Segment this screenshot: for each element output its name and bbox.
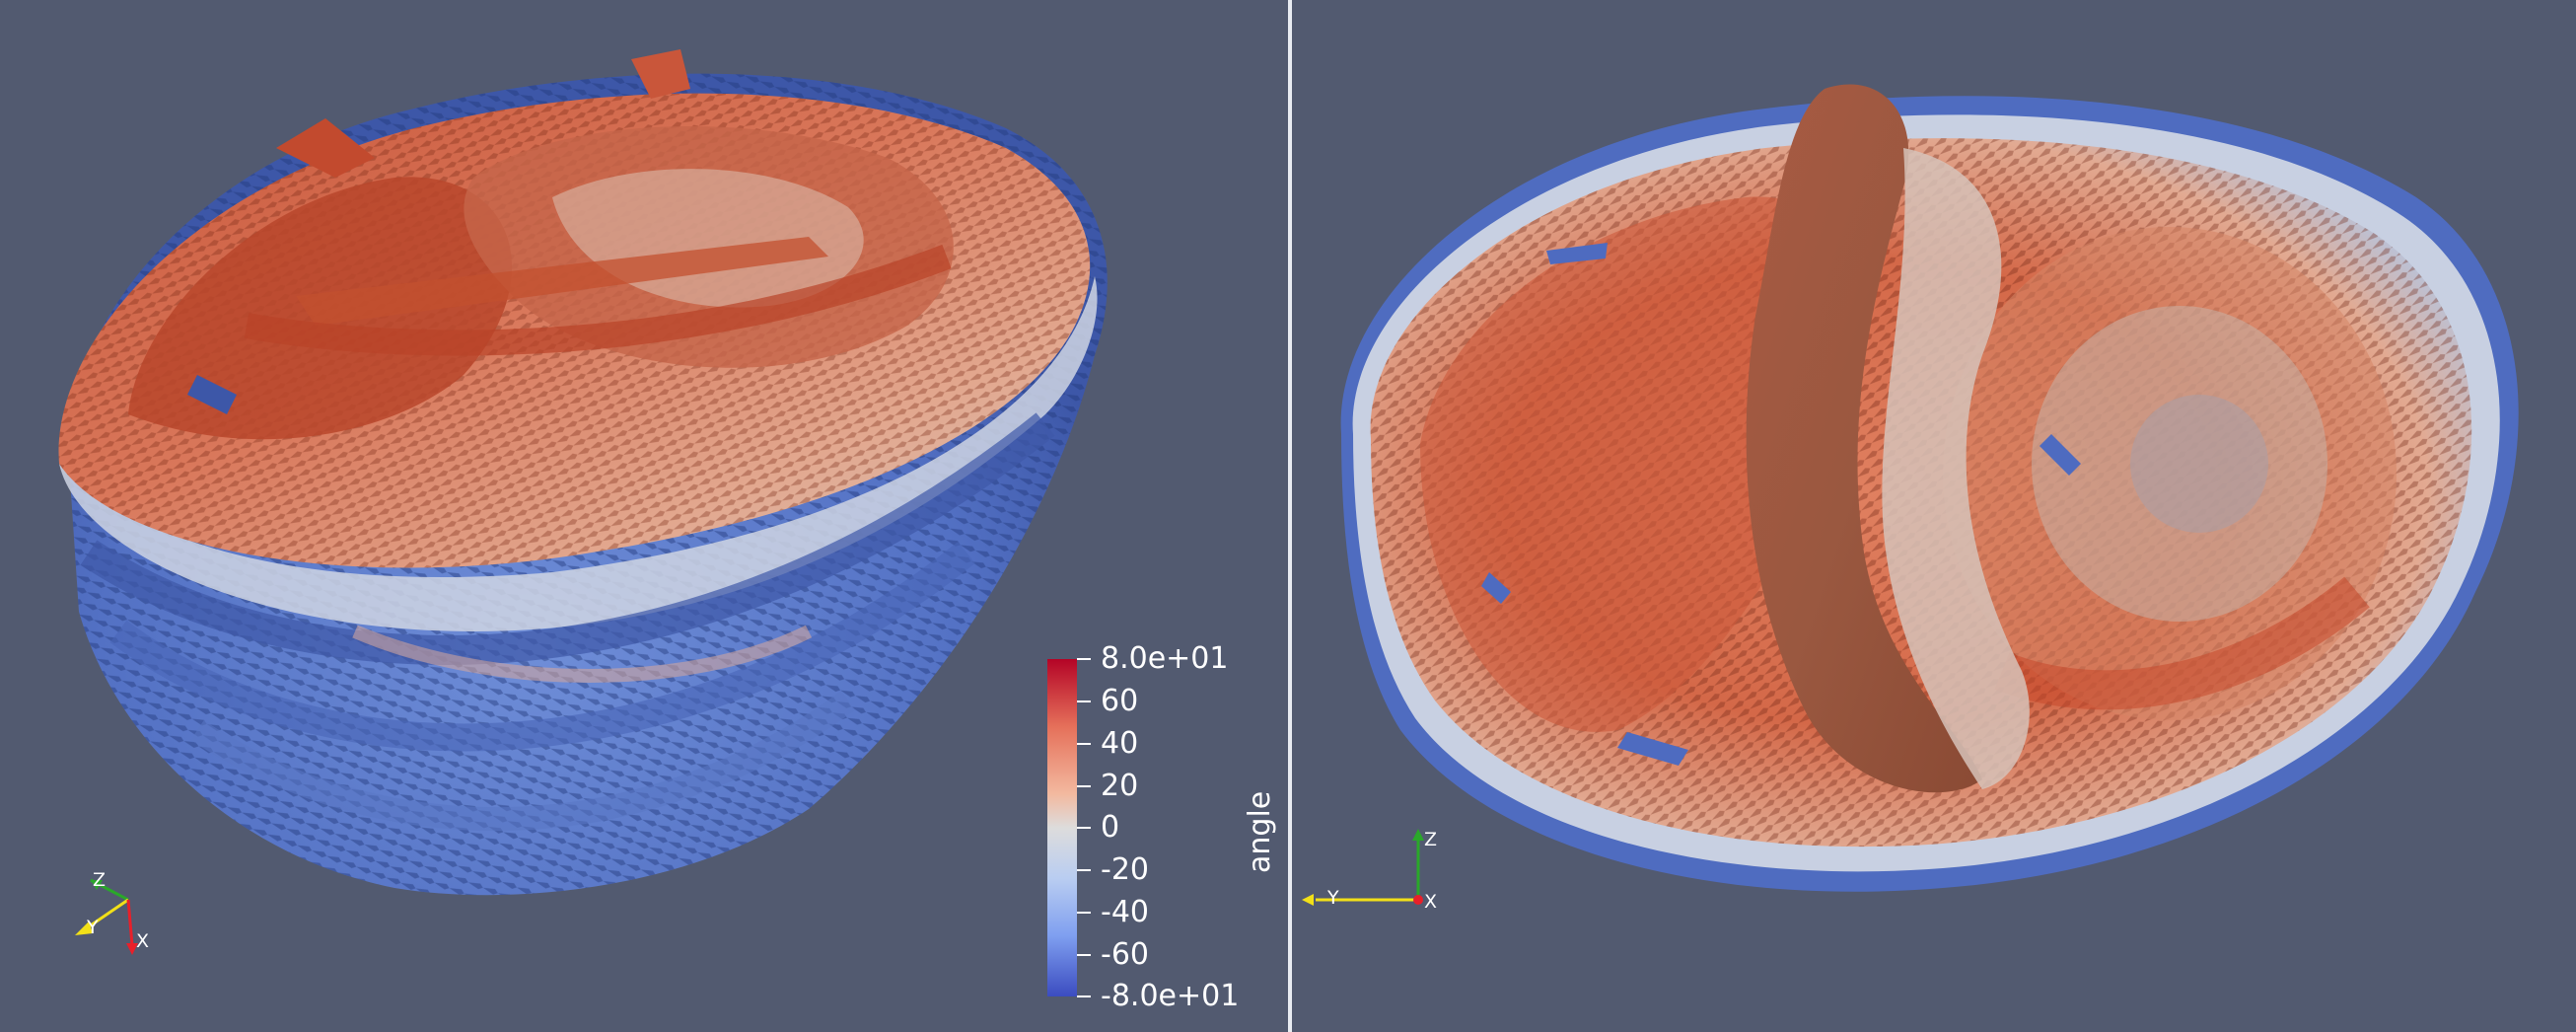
colorbar-tick-60: 60 [1101,684,1138,718]
colorbar-tick-40: 40 [1101,726,1138,761]
left-axis-x-label: X [136,930,149,952]
left-heart-glyph-render [58,49,1108,896]
colorbar-graphic: 8.0e+01 60 40 20 0 -20 -40 -60 -8.0e+01 … [1047,641,1277,1013]
colorbar-title: angle [1243,791,1277,873]
colorbar-gradient [1047,659,1077,996]
right-axis-x-label: X [1424,891,1437,913]
colorbar-tick-neg20: -20 [1101,852,1149,887]
left-axis-y-label: Y [86,917,99,938]
right-septum [1746,84,1982,793]
colorbar-tick-max: 8.0e+01 [1101,641,1228,676]
view-divider[interactable] [1288,0,1292,1032]
left-orientation-axes: Z Y X [75,869,149,955]
colorbar-tick-neg40: -40 [1101,895,1149,929]
right-heart-glyph-render [1340,84,2519,892]
right-axis-y-label: Y [1326,887,1339,909]
colorbar-tick-0: 0 [1101,810,1119,845]
left-render-view[interactable]: 8.0e+01 60 40 20 0 -20 -40 -60 -8.0e+01 … [0,0,1288,1032]
left-axis-z-label: Z [93,869,106,891]
right-orientation-axes: Z Y X [1302,829,1437,913]
right-axis-z-label: Z [1424,829,1437,850]
right-render-view[interactable]: Z Y X [1292,0,2576,1032]
colorbar-tick-20: 20 [1101,769,1138,803]
colorbar-tick-neg60: -60 [1101,937,1149,972]
colorbar-tick-min: -8.0e+01 [1101,979,1239,1013]
